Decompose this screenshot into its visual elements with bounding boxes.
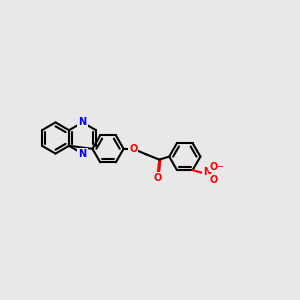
Text: N: N (202, 167, 211, 177)
Text: N: N (79, 117, 87, 128)
Text: O: O (209, 175, 218, 185)
Text: N: N (79, 148, 87, 159)
Text: −: − (216, 162, 223, 171)
Text: O: O (129, 144, 137, 154)
Text: O: O (209, 161, 218, 172)
Text: O: O (154, 172, 162, 183)
